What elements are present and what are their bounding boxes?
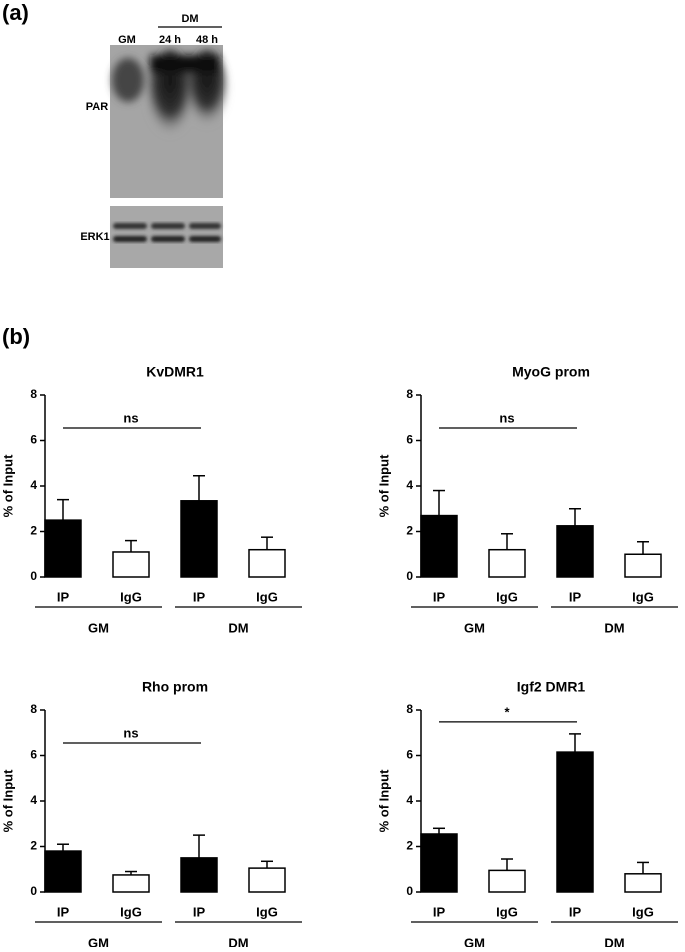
bar bbox=[248, 867, 286, 893]
y-axis-label: % of Input bbox=[376, 454, 391, 517]
chart-title: KvDMR1 bbox=[146, 364, 204, 380]
blot-par bbox=[110, 45, 227, 198]
lane-group-label: DM bbox=[181, 13, 198, 25]
bar bbox=[488, 548, 526, 578]
blot-erk1 bbox=[110, 206, 223, 268]
x-tick-label: IgG bbox=[496, 904, 518, 919]
y-tick-label: 8 bbox=[406, 702, 413, 716]
lane-label: GM bbox=[118, 34, 136, 46]
bar bbox=[180, 500, 218, 578]
group-label: GM bbox=[88, 620, 109, 635]
y-tick-label: 2 bbox=[30, 839, 37, 853]
x-tick-label: IgG bbox=[496, 589, 518, 604]
bar bbox=[420, 833, 458, 893]
y-axis-label: % of Input bbox=[0, 454, 15, 517]
y-tick-label: 2 bbox=[406, 839, 413, 853]
bar bbox=[556, 751, 594, 893]
group-label: GM bbox=[88, 935, 109, 947]
chart-title: Rho prom bbox=[142, 679, 208, 695]
y-tick-label: 0 bbox=[406, 884, 413, 898]
x-tick-label: IgG bbox=[256, 589, 278, 604]
chart-title: MyoG prom bbox=[512, 364, 590, 380]
bar bbox=[420, 514, 458, 578]
group-label: DM bbox=[228, 935, 248, 947]
bar bbox=[44, 519, 82, 578]
x-tick-label: IP bbox=[569, 589, 582, 604]
y-tick-label: 6 bbox=[30, 748, 37, 762]
y-tick-label: 4 bbox=[30, 478, 37, 492]
y-tick-label: 4 bbox=[406, 478, 413, 492]
bar bbox=[624, 553, 662, 578]
y-tick-label: 6 bbox=[406, 748, 413, 762]
x-tick-label: IP bbox=[57, 904, 70, 919]
y-tick-label: 6 bbox=[406, 433, 413, 447]
x-tick-label: IP bbox=[193, 589, 206, 604]
y-tick-label: 2 bbox=[406, 524, 413, 538]
x-tick-label: IP bbox=[433, 904, 446, 919]
bar bbox=[112, 874, 150, 893]
x-tick-label: IgG bbox=[120, 589, 142, 604]
significance-label: ns bbox=[499, 410, 514, 425]
panel-label: (a) bbox=[2, 0, 29, 25]
blot-label: PAR bbox=[86, 101, 108, 113]
panel-label: (b) bbox=[2, 324, 30, 349]
x-tick-label: IgG bbox=[632, 904, 654, 919]
y-tick-label: 4 bbox=[406, 793, 413, 807]
y-axis-label: % of Input bbox=[0, 769, 15, 832]
lane-label: 48 h bbox=[196, 34, 218, 46]
bar bbox=[624, 873, 662, 893]
x-tick-label: IP bbox=[57, 589, 70, 604]
bar bbox=[44, 850, 82, 893]
significance-label: ns bbox=[123, 410, 138, 425]
x-tick-label: IgG bbox=[632, 589, 654, 604]
group-label: GM bbox=[464, 620, 485, 635]
bar bbox=[488, 869, 526, 893]
significance-label: ns bbox=[123, 725, 138, 740]
significance-label: * bbox=[504, 704, 510, 719]
y-tick-label: 0 bbox=[30, 884, 37, 898]
y-tick-label: 8 bbox=[406, 387, 413, 401]
group-label: DM bbox=[604, 935, 624, 947]
y-tick-label: 8 bbox=[30, 702, 37, 716]
group-label: DM bbox=[228, 620, 248, 635]
bar bbox=[556, 525, 594, 578]
x-tick-label: IP bbox=[193, 904, 206, 919]
y-tick-label: 0 bbox=[406, 569, 413, 583]
y-tick-label: 4 bbox=[30, 793, 37, 807]
bar bbox=[112, 551, 150, 578]
x-tick-label: IP bbox=[569, 904, 582, 919]
y-axis-label: % of Input bbox=[376, 769, 391, 832]
y-tick-label: 6 bbox=[30, 433, 37, 447]
x-tick-label: IP bbox=[433, 589, 446, 604]
x-tick-label: IgG bbox=[120, 904, 142, 919]
bar bbox=[180, 857, 218, 893]
blot-label: ERK1 bbox=[80, 231, 109, 243]
group-label: GM bbox=[464, 935, 485, 947]
y-tick-label: 2 bbox=[30, 524, 37, 538]
bar bbox=[248, 548, 286, 578]
group-label: DM bbox=[604, 620, 624, 635]
y-tick-label: 0 bbox=[30, 569, 37, 583]
y-tick-label: 8 bbox=[30, 387, 37, 401]
x-tick-label: IgG bbox=[256, 904, 278, 919]
chart-title: Igf2 DMR1 bbox=[517, 679, 586, 695]
lane-label: 24 h bbox=[159, 34, 181, 46]
